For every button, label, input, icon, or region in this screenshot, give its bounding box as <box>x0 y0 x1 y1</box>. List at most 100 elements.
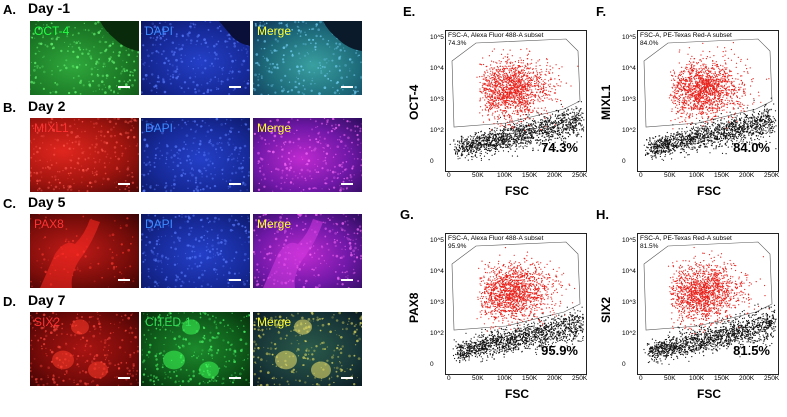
texture-speck <box>91 381 93 383</box>
event-point <box>554 89 557 91</box>
texture-speck <box>76 135 79 138</box>
texture-speck <box>286 380 289 383</box>
event-point <box>517 118 519 120</box>
texture-speck <box>44 43 47 46</box>
texture-speck <box>238 166 241 170</box>
scale-bar <box>341 86 353 88</box>
event-point <box>574 125 576 127</box>
texture-speck <box>228 155 230 158</box>
texture-speck <box>71 45 74 48</box>
texture-speck <box>333 367 336 369</box>
event-point <box>569 124 571 127</box>
event-point <box>489 76 491 78</box>
texture-speck <box>165 120 168 123</box>
texture-speck <box>225 118 228 121</box>
texture-speck <box>144 320 147 323</box>
texture-speck <box>255 317 258 320</box>
event-point <box>477 147 479 149</box>
texture-speck <box>150 249 153 252</box>
texture-speck <box>273 140 275 142</box>
texture-speck <box>272 376 276 380</box>
texture-speck <box>169 189 173 192</box>
texture-speck <box>315 34 318 38</box>
texture-speck <box>118 321 121 324</box>
event-point <box>483 136 485 138</box>
event-point <box>499 144 501 147</box>
texture-speck <box>169 312 172 315</box>
event-point <box>530 79 533 81</box>
texture-speck <box>70 131 74 134</box>
texture-speck <box>360 123 362 125</box>
texture-speck <box>277 28 281 32</box>
texture-speck <box>339 48 342 52</box>
texture-speck <box>267 84 269 86</box>
texture-speck <box>52 128 55 132</box>
texture-speck <box>326 346 328 348</box>
texture-speck <box>344 50 346 52</box>
texture-speck <box>171 41 175 44</box>
event-point <box>503 69 505 71</box>
texture-speck <box>203 92 206 95</box>
texture-speck <box>226 34 229 37</box>
texture-speck <box>171 76 175 79</box>
texture-speck <box>128 79 131 82</box>
texture-speck <box>153 161 156 164</box>
texture-speck <box>200 261 203 264</box>
event-point <box>538 129 540 131</box>
texture-speck <box>333 128 336 131</box>
event-point <box>502 141 504 143</box>
event-point <box>525 138 527 140</box>
event-point <box>472 148 474 150</box>
event-point <box>546 122 548 124</box>
texture-speck <box>191 312 194 314</box>
texture-speck <box>263 177 267 180</box>
texture-speck <box>280 187 283 190</box>
texture-speck <box>179 237 182 240</box>
texture-speck <box>145 338 148 340</box>
texture-speck <box>182 147 185 151</box>
texture-speck <box>297 137 301 141</box>
event-point <box>492 112 494 114</box>
event-point <box>484 143 486 145</box>
texture-speck <box>157 80 161 83</box>
event-point <box>507 143 509 145</box>
texture-speck <box>30 280 32 283</box>
event-point <box>485 79 487 81</box>
texture-speck <box>33 138 35 141</box>
event-point <box>504 139 506 141</box>
texture-speck <box>86 190 89 192</box>
texture-speck <box>311 357 315 361</box>
texture-speck <box>37 126 40 129</box>
texture-speck <box>338 42 342 46</box>
event-point <box>557 134 559 136</box>
texture-speck <box>174 278 178 282</box>
texture-speck <box>181 61 184 63</box>
texture-speck <box>346 368 348 370</box>
event-point <box>534 128 536 130</box>
event-point <box>507 133 509 135</box>
event-point <box>507 89 509 91</box>
texture-speck <box>258 166 262 170</box>
event-point <box>544 120 546 122</box>
event-point <box>501 88 503 90</box>
texture-speck <box>237 147 239 149</box>
texture-speck <box>49 91 52 94</box>
event-point <box>490 145 492 147</box>
texture-speck <box>115 141 118 144</box>
event-point <box>502 131 504 134</box>
event-point <box>554 121 556 123</box>
event-point <box>514 130 517 132</box>
texture-speck <box>254 343 258 346</box>
event-point <box>462 137 464 139</box>
event-point <box>504 87 506 89</box>
texture-speck <box>207 381 209 384</box>
texture-speck <box>34 61 37 65</box>
texture-speck <box>271 353 274 356</box>
texture-speck <box>208 158 210 160</box>
event-point <box>509 129 511 131</box>
texture-speck <box>121 154 124 157</box>
texture-speck <box>231 329 233 331</box>
cell-cluster <box>199 361 219 379</box>
event-point <box>577 120 579 122</box>
event-point <box>513 67 515 69</box>
